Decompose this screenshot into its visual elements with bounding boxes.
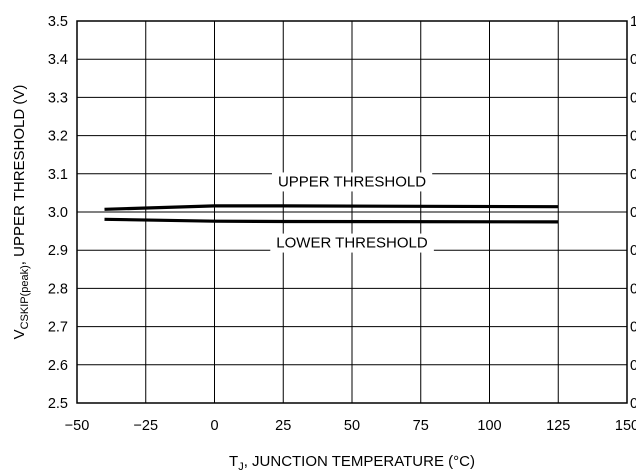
- x-tick-label: 100: [477, 418, 501, 434]
- y-axis-label-rest: , UPPER THRESHOLD (V): [11, 85, 28, 266]
- annotation-background: [271, 172, 433, 192]
- x-tick-label: 50: [344, 418, 360, 434]
- y-axis-label-subscript: CSKIP(peak): [19, 265, 31, 329]
- right-tick-label: 0: [630, 205, 636, 221]
- annotation-background: [270, 233, 434, 253]
- y-tick-label: 3.0: [48, 205, 68, 221]
- x-axis-label: TJ, JUNCTION TEMPERATURE (°C): [229, 453, 475, 473]
- y-tick-label: 3.4: [48, 52, 68, 68]
- series-line: [104, 217, 559, 224]
- x-axis-label-main: T: [229, 453, 238, 470]
- right-tick-label: 0: [630, 320, 636, 336]
- x-tick-label: 25: [275, 418, 291, 434]
- annotation-label: UPPER THRESHOLD: [278, 173, 426, 190]
- x-tick-label: 125: [546, 418, 570, 434]
- grid-lines: [77, 21, 627, 403]
- y-axis-label-main: V: [11, 329, 28, 339]
- right-tick-label: 1: [630, 14, 636, 30]
- x-axis-label-subscript: J: [238, 461, 244, 473]
- right-tick-labels: 0 0 0 0 0 0 0 0 0 0 1: [630, 14, 636, 412]
- y-tick-label: 3.3: [48, 90, 68, 106]
- y-tick-label: 2.7: [48, 320, 68, 336]
- x-tick-label: 0: [210, 418, 218, 434]
- y-tick-label: 2.9: [48, 243, 68, 259]
- x-tick-labels: −50 −25 0 25 50 75 100 125 150: [65, 418, 636, 434]
- series-line: [104, 204, 559, 211]
- annotation-label: LOWER THRESHOLD: [276, 235, 428, 252]
- y-tick-label: 3.1: [48, 167, 68, 183]
- x-axis-label-rest: , JUNCTION TEMPERATURE (°C): [244, 453, 475, 470]
- right-tick-label: 0: [630, 90, 636, 106]
- right-tick-label: 0: [630, 167, 636, 183]
- right-tick-label: 0: [630, 243, 636, 259]
- annotation-backgrounds: [270, 172, 434, 253]
- right-tick-label: 0: [630, 358, 636, 374]
- x-tick-label: −50: [65, 418, 90, 434]
- right-tick-label: 0: [630, 129, 636, 145]
- y-tick-label: 2.6: [48, 358, 68, 374]
- plot-frame: [76, 20, 628, 404]
- x-tick-label: −25: [133, 418, 158, 434]
- y-tick-label: 3.2: [48, 129, 68, 145]
- y-tick-label: 3.5: [48, 14, 68, 30]
- series-layer: [104, 204, 559, 224]
- y-tick-labels: 2.5 2.6 2.7 2.8 2.9 3.0 3.1 3.2 3.3 3.4 3.5: [48, 14, 68, 412]
- x-tick-label: 75: [413, 418, 429, 434]
- right-tick-label: 0: [630, 396, 636, 412]
- right-tick-label: 0: [630, 281, 636, 297]
- annotation-layer: UPPER THRESHOLD LOWER THRESHOLD: [276, 173, 428, 251]
- y-tick-label: 2.8: [48, 281, 68, 297]
- y-axis-label: VCSKIP(peak), UPPER THRESHOLD (V): [11, 85, 31, 340]
- x-tick-label: 150: [615, 418, 636, 434]
- y-tick-label: 2.5: [48, 396, 68, 412]
- right-tick-label: 0: [630, 52, 636, 68]
